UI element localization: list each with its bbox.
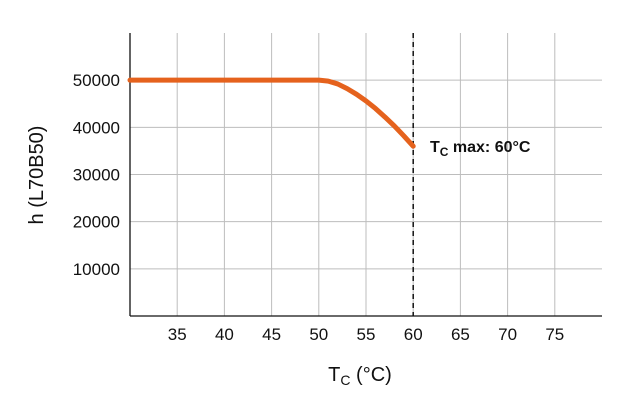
x-tick-label-75: 75: [545, 325, 564, 344]
x-tick-label-55: 55: [357, 325, 376, 344]
x-tick-label-65: 65: [451, 325, 470, 344]
x-tick-label-60: 60: [404, 325, 423, 344]
x-tick-label-70: 70: [498, 325, 517, 344]
y-axis-label: h (L70B50): [26, 126, 48, 225]
x-tick-label-45: 45: [262, 325, 281, 344]
tc-max-annotation: TC max: 60°C: [430, 139, 531, 159]
y-tick-label-50000: 50000: [73, 71, 120, 90]
y-tick-label-30000: 30000: [73, 166, 120, 185]
x-tick-label-40: 40: [215, 325, 234, 344]
gridlines: [130, 33, 602, 316]
x-axis-label: TC (°C): [328, 364, 392, 388]
x-tick-label-50: 50: [309, 325, 328, 344]
x-tick-label-35: 35: [168, 325, 187, 344]
y-tick-label-10000: 10000: [73, 260, 120, 279]
y-tick-label-40000: 40000: [73, 118, 120, 137]
y-tick-label-20000: 20000: [73, 213, 120, 232]
